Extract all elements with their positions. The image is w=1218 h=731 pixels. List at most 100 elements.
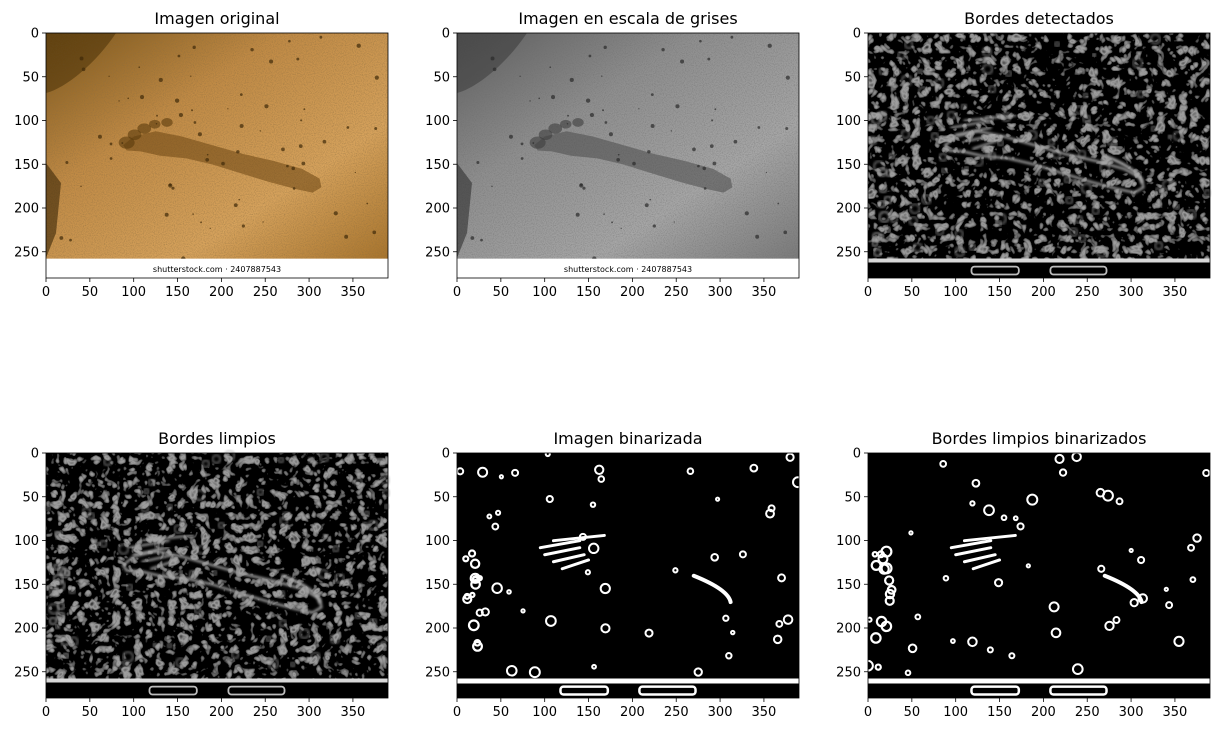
speck [703,187,707,190]
speck [675,104,680,109]
x-tick-label: 0 [453,705,461,720]
edge-blob [973,156,984,167]
edge-blob [908,216,918,226]
speck [733,139,738,144]
edge-blob [148,478,156,487]
speck [296,57,300,61]
edge-blob [1165,601,1174,610]
edge-blob [941,167,948,174]
edge-blob [278,631,284,637]
speck [567,114,569,117]
y-tick-label: 50 [844,490,861,505]
x-tick-label: 200 [1031,705,1056,720]
edge-blob [117,661,126,670]
edge-blob [367,520,379,531]
speck [608,132,613,137]
edge-blob [463,592,471,600]
x-tick-label: 100 [943,705,968,720]
edge-blob [51,588,59,596]
edge-blob [1091,206,1100,215]
dark-edge [457,163,472,258]
x-tick-label: 350 [341,285,366,300]
panel-title: Imagen en escala de grises [518,9,737,28]
x-tick-label: 150 [576,705,601,720]
edge-blob [1203,189,1212,197]
x-tick-label: 200 [620,705,645,720]
edge-blob [693,667,703,677]
edge-blob [240,594,248,601]
x-tick-label: 200 [1031,285,1056,300]
panel-4: Bordes limpios 0 50 100 150 200 250 300 350 0 50 10… [14,429,391,720]
edge-blob [135,611,144,620]
edge-blob [206,593,212,599]
x-tick-label: 250 [664,705,689,720]
x-tick-label: 100 [943,285,968,300]
edge-blob [969,500,976,507]
edge-blob [52,574,64,585]
y-tick-label: 250 [425,665,450,680]
edge-blob [871,239,879,247]
edge-blob [1054,41,1061,48]
edge-blob [377,642,385,650]
edge-blob [983,504,995,517]
edge-blob [330,634,340,644]
watermark-text-edge [1049,685,1108,696]
x-tick-label: 350 [752,705,777,720]
x-tick-label: 250 [664,285,689,300]
watermark-text-edge [1049,265,1108,276]
edge-blob [544,450,551,458]
edge-blob [738,550,747,559]
edge-blob [971,478,981,488]
speck [241,224,245,228]
speck [174,98,180,103]
speck [168,183,172,186]
speck [757,126,761,129]
edge-blob [334,573,345,584]
toe-mark [572,118,584,127]
panel-image-2: shutterstock.com · 2407887543 [457,33,799,278]
y-tick-label: 0 [31,27,39,42]
edge-blob [1138,215,1145,223]
edge-blob [122,651,134,663]
speck [783,230,788,235]
edge-blob [954,246,966,257]
edge-blob [279,516,289,526]
edge-blob [277,456,285,464]
edge-blob [1168,179,1176,186]
speck [777,202,780,205]
speck [79,56,84,61]
speck [744,211,749,216]
edge-blob [730,629,736,636]
x-tick-label: 300 [297,705,322,720]
edge-blob [231,650,240,659]
speck [480,238,483,242]
speck [301,161,306,166]
toe-mark [149,119,161,129]
edge-blob [282,511,292,521]
y-tick-label: 0 [442,27,450,42]
edge-blob [1163,586,1169,592]
y-tick-label: 100 [14,534,39,549]
edge-blob [1150,33,1161,45]
edge-blob [53,579,66,592]
edge-blob [725,652,733,660]
toe-edge [543,546,582,557]
y-tick-label: 250 [836,245,861,260]
edge-blob [986,646,994,654]
edge-blob [60,568,71,579]
speck [603,45,607,50]
edge-blob [62,652,70,659]
speck [200,221,203,224]
panel-image-4 [44,450,391,698]
edge-blob [55,611,66,622]
speck [538,97,541,100]
edge-blob [126,583,134,591]
watermark-text-edge [559,685,610,696]
y-tick-label: 100 [14,114,39,129]
edge-blob [777,573,786,583]
edge-blob [491,522,500,531]
speck [575,212,580,217]
axes-frame [45,32,389,279]
edge-blob [1054,453,1065,465]
edge-blob [1068,227,1079,237]
